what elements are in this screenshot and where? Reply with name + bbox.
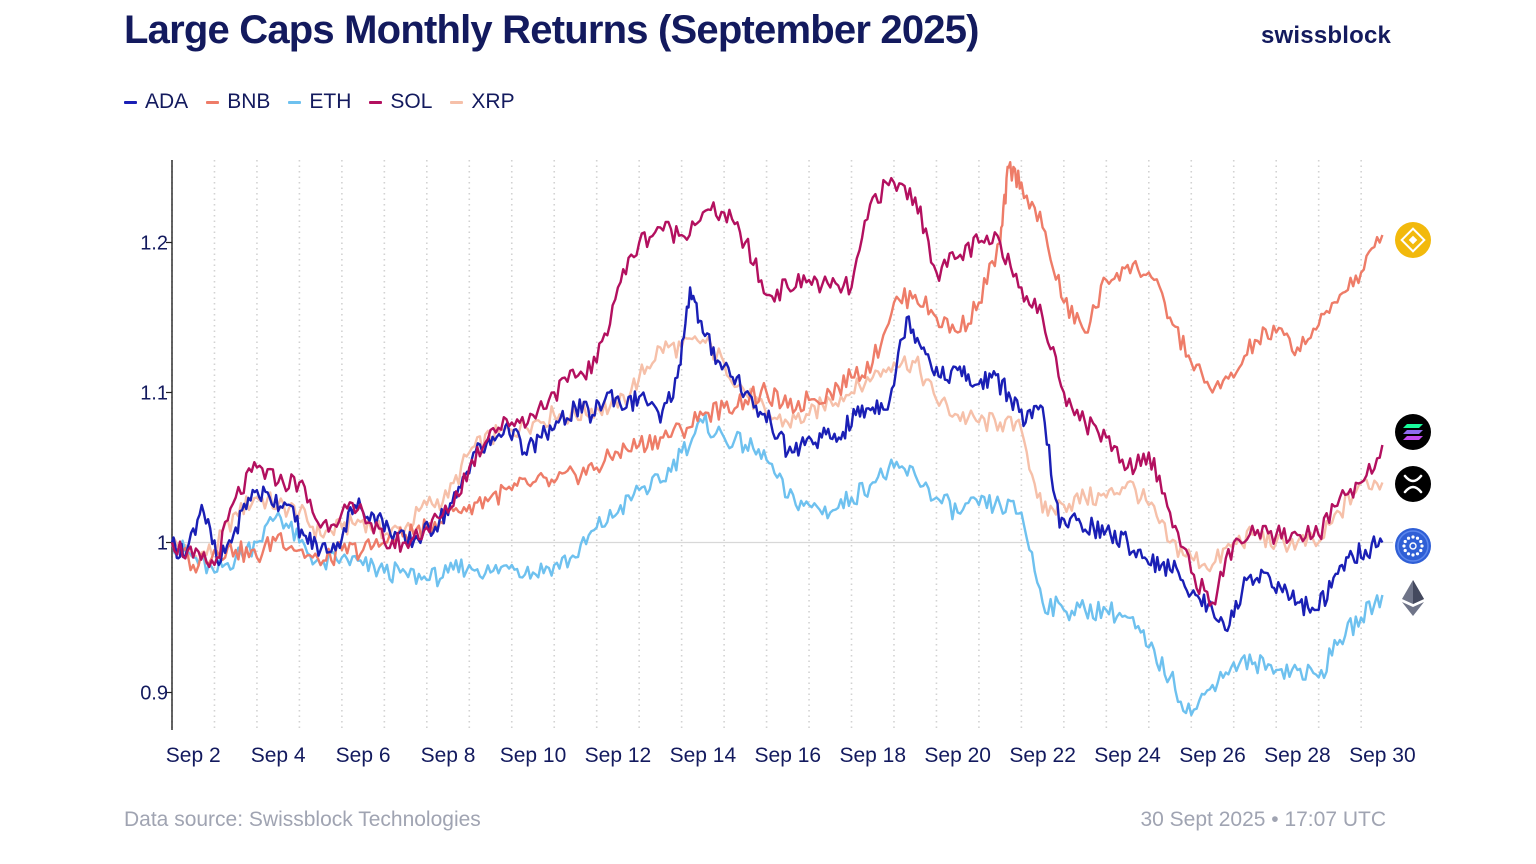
legend-item-bnb[interactable]: BNB	[206, 90, 270, 114]
legend-swatch	[206, 100, 220, 104]
legend-label: ETH	[309, 90, 352, 113]
x-tick-label: Sep 18	[839, 744, 906, 767]
series-line-eth	[170, 413, 1384, 717]
x-tick-label: Sep 20	[924, 744, 991, 767]
legend-item-eth[interactable]: ETH	[288, 90, 351, 114]
chart-title: Large Caps Monthly Returns (September 20…	[124, 8, 980, 52]
chart-legend: ADA BNB ETH SOL XRP	[124, 90, 515, 114]
legend-swatch	[124, 100, 137, 104]
legend-label: ADA	[145, 90, 189, 113]
legend-swatch	[369, 100, 383, 104]
x-tick-label: Sep 6	[336, 744, 391, 767]
legend-swatch	[450, 100, 464, 104]
bnb-icon	[1395, 222, 1431, 258]
data-source-note: Data source: Swissblock Technologies	[124, 808, 481, 831]
x-tick-label: Sep 24	[1094, 744, 1161, 767]
y-tick-label: 1	[157, 533, 168, 555]
x-tick-label: Sep 10	[500, 744, 567, 767]
brand-logo: swissblock	[1261, 22, 1392, 49]
x-tick-label: Sep 30	[1349, 744, 1416, 767]
x-tick-label: Sep 16	[755, 744, 822, 767]
legend-label: XRP	[471, 90, 515, 113]
x-tick-label: Sep 8	[421, 744, 476, 767]
y-tick-label: 0.9	[140, 683, 168, 705]
x-tick-label: Sep 12	[585, 744, 652, 767]
y-tick-label: 1.2	[140, 233, 168, 255]
legend-label: SOL	[390, 90, 433, 113]
x-tick-label: Sep 28	[1264, 744, 1331, 767]
xrp-icon	[1395, 466, 1431, 502]
series-line-bnb	[170, 160, 1384, 574]
ethereum-icon	[1402, 580, 1424, 616]
y-tick-label: 1.1	[140, 383, 168, 405]
legend-item-ada[interactable]: ADA	[124, 90, 188, 114]
x-tick-label: Sep 4	[251, 744, 306, 767]
timestamp: 30 Sept 2025 • 17:07 UTC	[1140, 808, 1386, 831]
x-tick-label: Sep 14	[670, 744, 737, 767]
series-line-ada	[170, 286, 1384, 633]
cardano-icon	[1395, 528, 1431, 564]
legend-item-xrp[interactable]: XRP	[450, 90, 515, 114]
x-tick-label: Sep 22	[1009, 744, 1076, 767]
solana-icon	[1395, 414, 1431, 450]
legend-swatch	[288, 100, 302, 104]
x-tick-label: Sep 26	[1179, 744, 1246, 767]
series-line-sol	[170, 176, 1384, 607]
legend-item-sol[interactable]: SOL	[369, 90, 432, 114]
x-tick-label: Sep 2	[166, 744, 221, 767]
legend-label: BNB	[227, 90, 271, 113]
